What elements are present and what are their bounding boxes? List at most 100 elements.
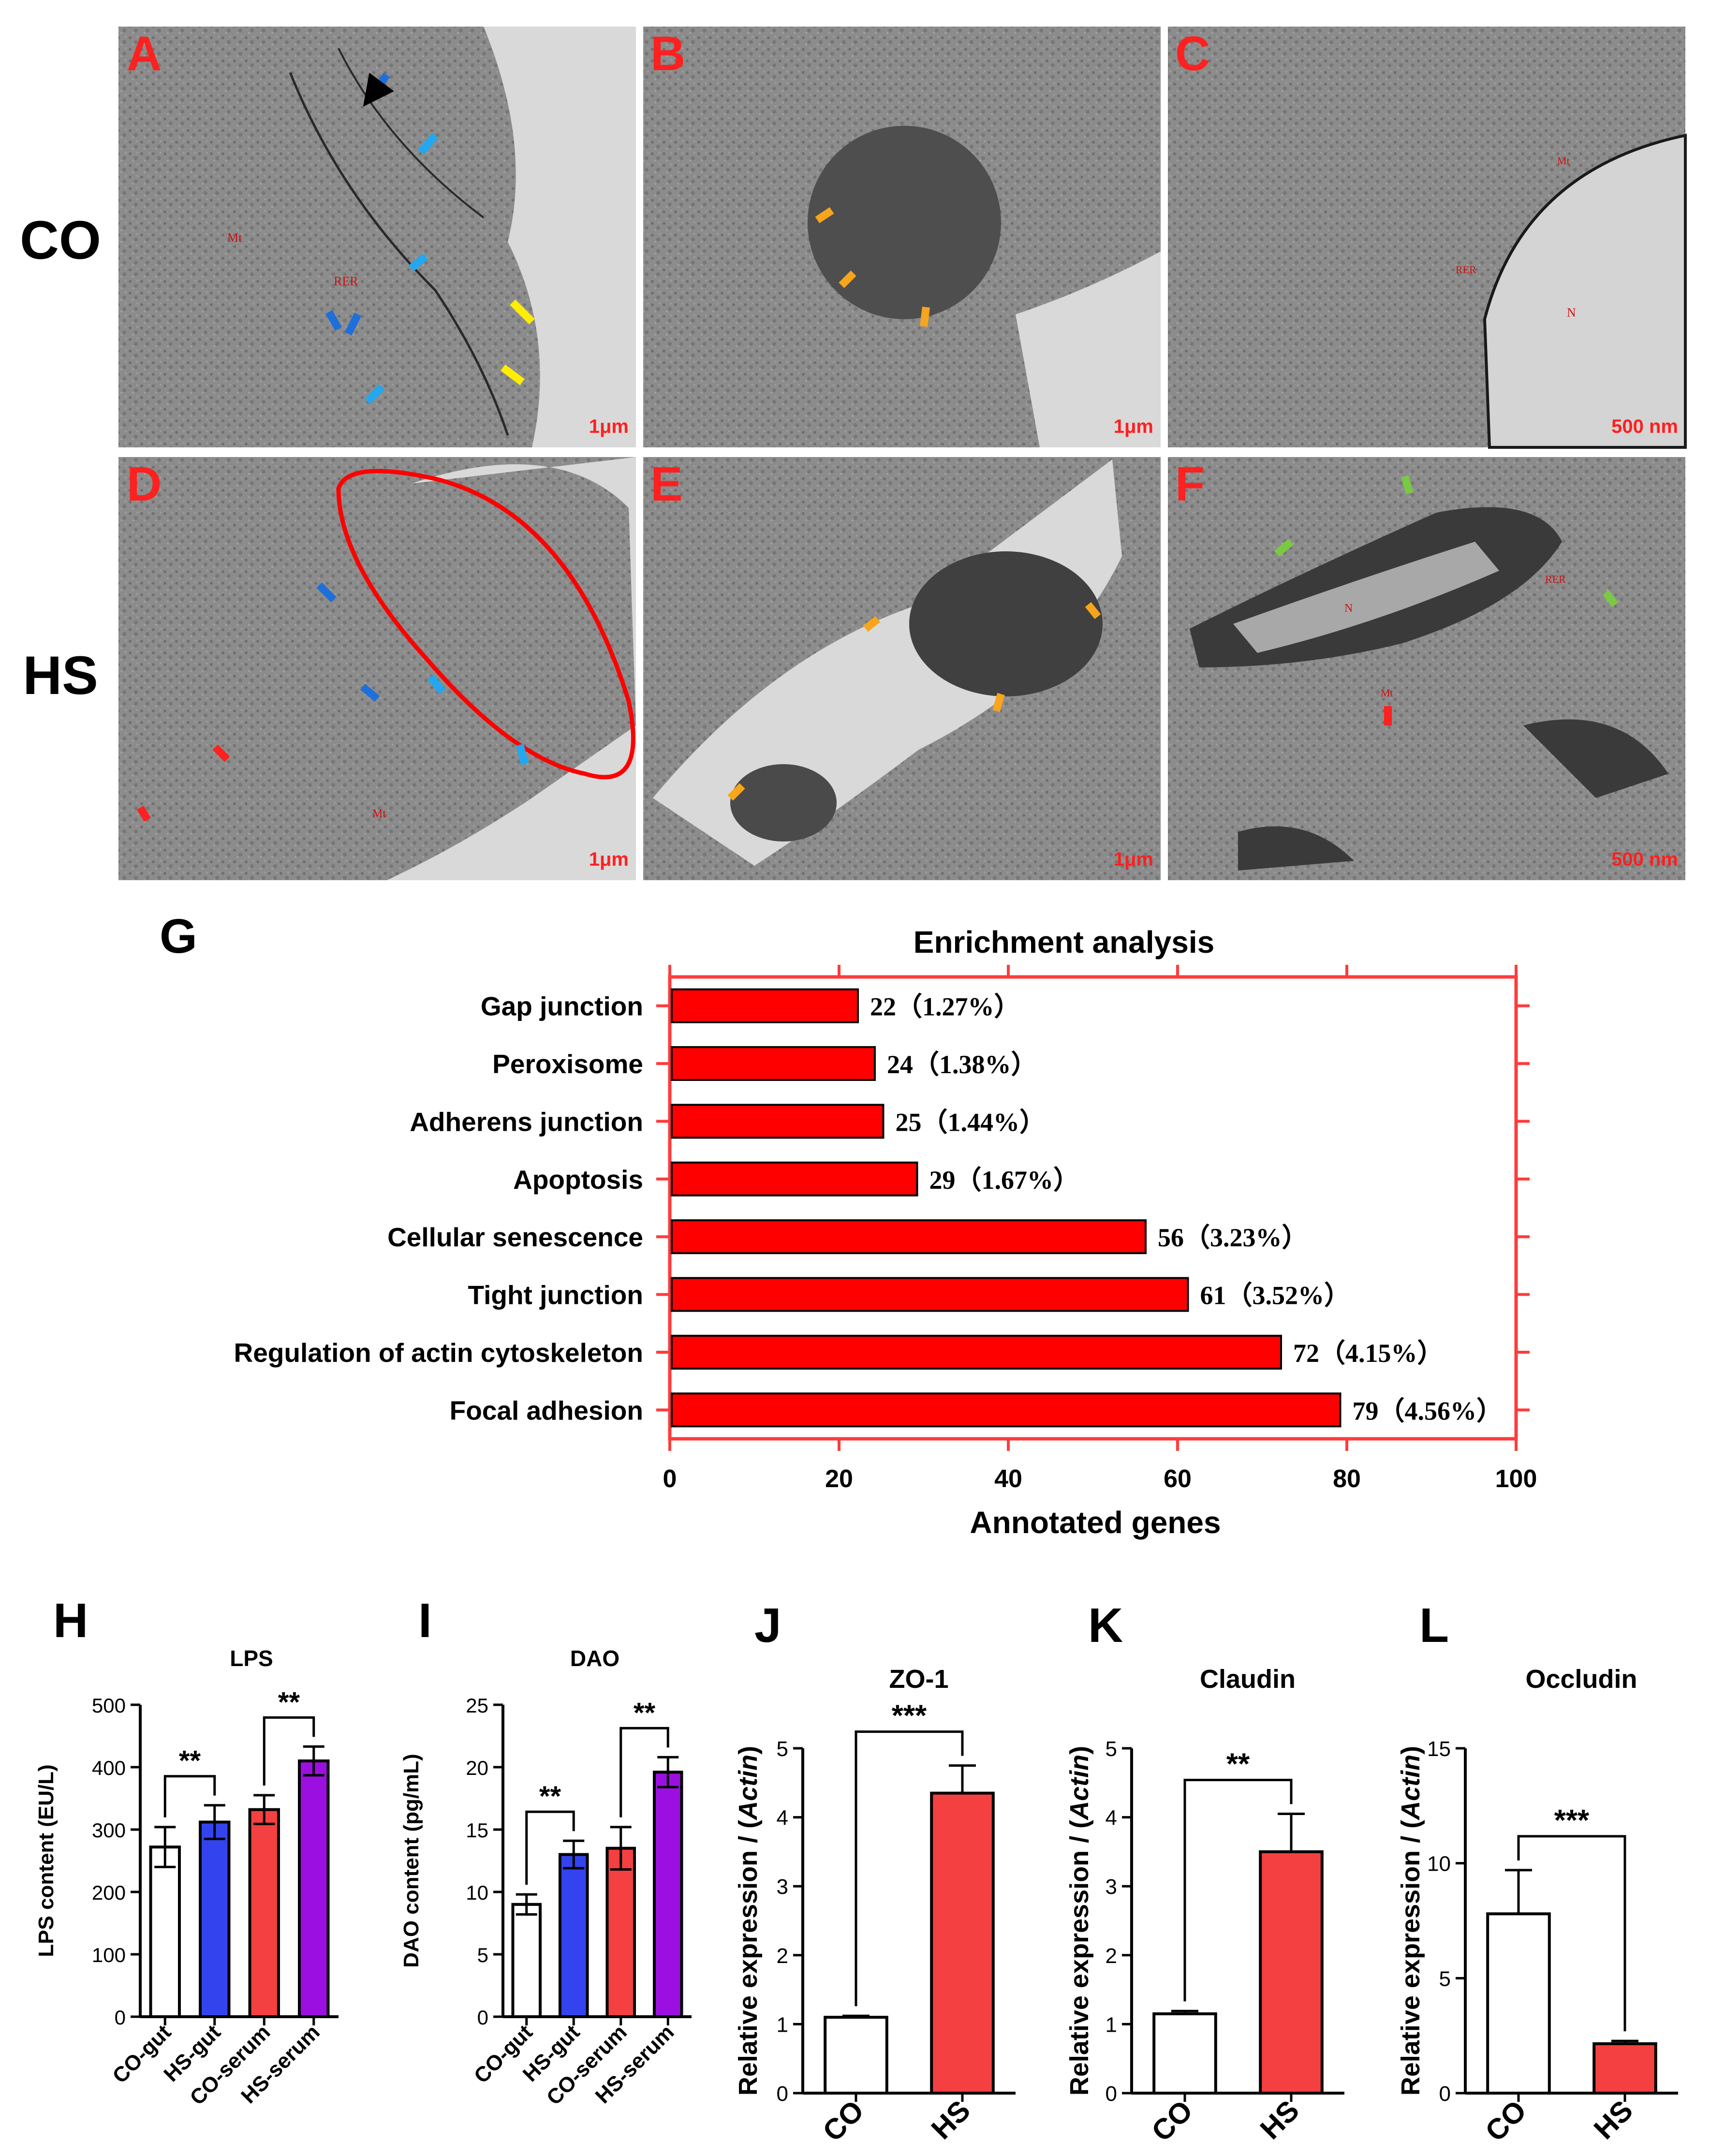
chart-h-ytick-label: 500: [92, 1694, 126, 1717]
chart-h-ytick-label: 200: [92, 1881, 126, 1904]
tag-c-1: Mt: [1557, 155, 1570, 167]
chart-j-ytick-label: 4: [777, 1806, 788, 1830]
panel-letter-i: I: [418, 1594, 432, 1648]
tag-f-3: Mt: [1381, 687, 1393, 699]
scale-bar-b: 1μm: [1114, 416, 1153, 437]
chart-g-bar: [671, 1219, 1147, 1255]
chart-h-bar: [149, 1846, 181, 2019]
chart-g-category-label: Peroxisome: [492, 1049, 643, 1079]
chart-k-category-label: CO: [1145, 2094, 1199, 2148]
chart-j-ytick-label: 2: [777, 1944, 788, 1968]
tag-c-2: RER: [1456, 264, 1476, 276]
chart-g-bar: [671, 1334, 1282, 1370]
chart-k-ytick-label: 2: [1106, 1944, 1117, 1968]
chart-g-category-label: Gap junction: [481, 991, 643, 1021]
chart-i-bar: [652, 1771, 683, 2019]
panel-letter-h: H: [53, 1594, 88, 1648]
panel-letter-j: J: [754, 1598, 781, 1653]
panel-letter-f: F: [1175, 457, 1205, 511]
chart-i-sig-bracket: [525, 1810, 575, 1885]
chart-k-category-label: HS: [1254, 2094, 1305, 2145]
chart-l-sig-label: ***: [1554, 1804, 1590, 1837]
chart-g-category-label: Regulation of actin cytoskeleton: [234, 1338, 643, 1368]
chart-g-xtick-label: 20: [825, 1465, 853, 1493]
chart-i-sig-bracket: [619, 1727, 669, 1817]
chart-j-category-label: HS: [925, 2094, 976, 2145]
chart-i-sig-label: **: [634, 1697, 656, 1728]
panel-letter-d: D: [127, 457, 162, 511]
arrows-e: [727, 602, 1101, 801]
chart-h-ytick-label: 0: [115, 2006, 126, 2029]
tag-a-2: RER: [334, 274, 358, 288]
chart-g: 0 20 40 60 80 100 Gap junction 22（1.27%） Peroxis…: [234, 965, 1537, 1493]
chart-h-category-label: CO-gut: [108, 2020, 176, 2088]
scale-bar-a: 1μm: [589, 416, 629, 437]
chart-g-bar: [671, 1277, 1189, 1312]
chart-l-ylabel: Relative expression / (Actin): [1396, 1746, 1425, 2096]
chart-j-bar: [930, 1791, 995, 2095]
scale-bar-f: 500 nm: [1611, 849, 1678, 870]
chart-h-ytick-label: 400: [92, 1757, 126, 1779]
chart-j-ytick-label: 0: [777, 2082, 788, 2106]
chart-k-ytick-label: 4: [1106, 1806, 1117, 1830]
chart-g-data-label: 24（1.38%）: [887, 1050, 1037, 1079]
chart-g-data-label: 61（3.52%）: [1200, 1281, 1351, 1310]
chart-k: Claudin Relative expression / (Actin) 0 1 2 3…: [1065, 1665, 1344, 2148]
chart-i-ytick-label: 15: [466, 1819, 488, 1842]
chart-g-bar: [671, 988, 859, 1023]
chart-h-sig-label: **: [179, 1745, 201, 1777]
chart-g-xtick-label: 60: [1164, 1465, 1192, 1493]
chart-k-bar: [1152, 2012, 1217, 2095]
chart-l-ytick-label: 5: [1439, 1967, 1451, 1991]
chart-j-bar: [824, 2016, 888, 2095]
chart-h-title: LPS: [230, 1646, 273, 1671]
chart-l-bar: [1486, 1912, 1551, 2095]
chart-g-xtick-label: 0: [663, 1465, 677, 1493]
chart-g-xtick-label: 40: [994, 1465, 1022, 1493]
row-label-co: CO: [20, 210, 101, 270]
tag-a-1: Mt: [227, 231, 242, 245]
chart-g-category-label: Tight junction: [468, 1280, 643, 1310]
panel-letter-e: E: [650, 457, 683, 511]
scale-bar-e: 1μm: [1114, 849, 1153, 870]
chart-k-sig-bracket: [1183, 1778, 1293, 2002]
scale-bar-d: 1μm: [589, 849, 629, 870]
chart-g-category-label: Apoptosis: [513, 1165, 643, 1195]
chart-h-sig-bracket: [163, 1775, 216, 1817]
micrograph-e: E 1μm: [643, 457, 1161, 880]
arrows-d: [137, 582, 529, 822]
panel-letter-l: L: [1419, 1598, 1449, 1653]
chart-g-data-label: 79（4.56%）: [1353, 1396, 1503, 1425]
panel-letter-g: G: [160, 909, 197, 963]
scale-bar-c: 500 nm: [1611, 416, 1678, 437]
chart-i-ytick-label: 10: [466, 1881, 488, 1904]
chart-i-sig-label: **: [539, 1781, 561, 1812]
chart-k-bar: [1259, 1850, 1324, 2095]
chart-i-ytick-label: 20: [466, 1757, 488, 1779]
panel-letter-b: B: [650, 27, 685, 81]
chart-i-ytick-label: 5: [477, 1944, 488, 1966]
chart-g-data-label: 25（1.44%）: [896, 1108, 1046, 1137]
micrograph-c: C 500 nm Mt RER N: [1168, 27, 1687, 449]
chart-j-ylabel: Relative expression / (Actin): [734, 1746, 763, 2096]
chart-l-category-label: CO: [1479, 2094, 1533, 2148]
chart-l-category-label: HS: [1588, 2094, 1639, 2145]
chart-g-category-label: Focal adhesion: [450, 1395, 643, 1425]
micrograph-a: A 1μm Mt RER: [118, 27, 636, 447]
chart-j-sig-bracket: [855, 1730, 964, 2007]
chart-g-category-label: Cellular senescence: [387, 1222, 643, 1252]
chart-k-ytick-label: 0: [1106, 2082, 1117, 2106]
chart-h-sig-bracket: [263, 1716, 315, 1786]
tag-f-2: RER: [1545, 573, 1566, 585]
chart-i-ylabel: DAO content (pg/mL): [399, 1754, 423, 1967]
chart-j: ZO-1 Relative expression / (Actin) 0 1 2 3 4 5 C…: [734, 1665, 1016, 2148]
chart-k-ytick-label: 1: [1106, 2013, 1117, 2037]
chart-i-bar: [558, 1853, 589, 2019]
arrows-f: [1274, 475, 1619, 725]
tag-c-3: N: [1567, 306, 1576, 320]
chart-g-data-label: 56（3.23%）: [1158, 1223, 1308, 1252]
chart-j-sig-label: ***: [892, 1699, 927, 1733]
tag-f-1: N: [1344, 602, 1353, 615]
chart-k-ylabel: Relative expression / (Actin): [1065, 1746, 1094, 2096]
chart-l-ytick-label: 0: [1439, 2082, 1451, 2106]
